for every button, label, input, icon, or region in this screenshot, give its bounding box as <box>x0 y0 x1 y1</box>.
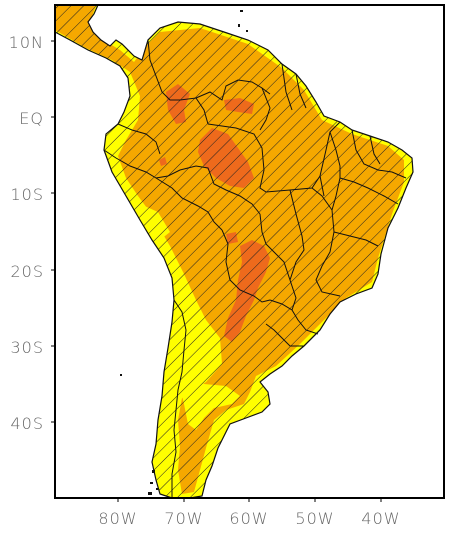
lat-label-10n: 10N <box>8 33 44 52</box>
lat-label-30s: 30S <box>10 338 44 357</box>
lat-label-eq: EQ <box>19 109 44 128</box>
axis-ticks <box>51 40 382 502</box>
significance-hatching <box>55 5 413 498</box>
lat-label-20s: 20S <box>10 262 44 281</box>
islands <box>120 10 248 495</box>
lon-label-70w: 70W <box>164 509 204 528</box>
precipitation-field <box>55 5 414 498</box>
lon-label-40w: 40W <box>361 509 401 528</box>
lon-label-50w: 50W <box>295 509 335 528</box>
country-borders <box>103 39 407 498</box>
lat-label-10s: 10S <box>10 185 44 204</box>
coastline <box>55 5 414 498</box>
lon-label-60w: 60W <box>229 509 269 528</box>
lon-label-80w: 80W <box>98 509 138 528</box>
lat-label-40s: 40S <box>10 414 44 433</box>
